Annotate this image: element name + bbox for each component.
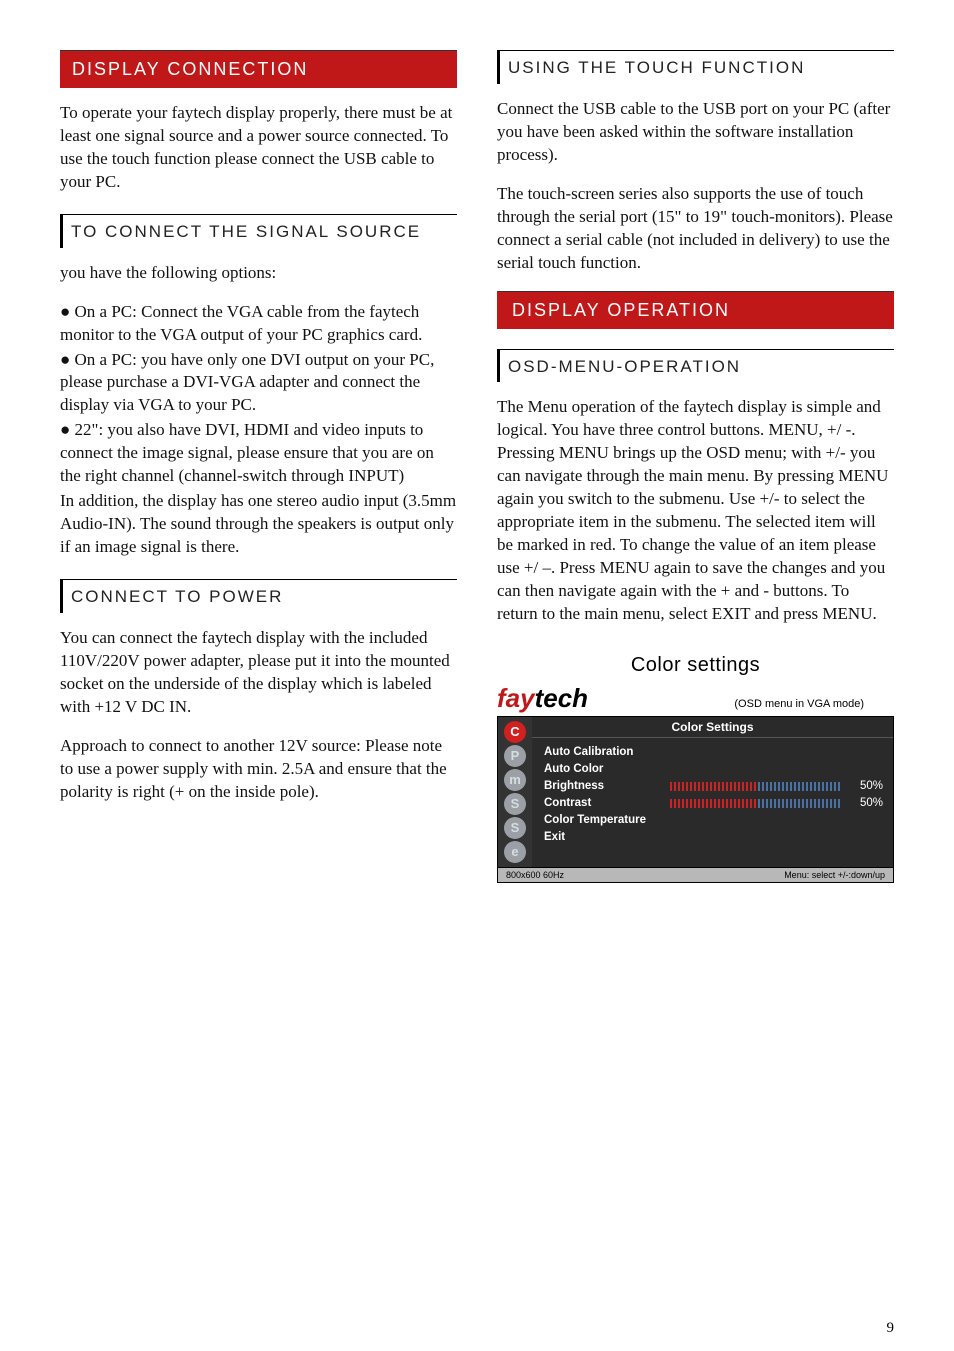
osd-item[interactable]: Color Temperature <box>544 812 883 829</box>
osd-item-label: Color Temperature <box>544 814 662 826</box>
osd-item[interactable]: Contrast 50% <box>544 795 883 812</box>
faytech-logo: faytech <box>497 683 588 714</box>
osd-caption: Color settings <box>497 654 894 677</box>
left-column: DISPLAY CONNECTION To operate your fayte… <box>60 50 457 883</box>
osd-value: 50% <box>849 797 883 809</box>
paragraph: Approach to connect to another 12V sourc… <box>60 735 457 804</box>
bullet-item: ● 22": you also have DVI, HDMI and video… <box>60 419 457 488</box>
subheading-touch-function: USING THE TOUCH FUNCTION <box>497 50 894 84</box>
section-heading-display-connection: DISPLAY CONNECTION <box>60 50 457 88</box>
osd-item-label: Auto Color <box>544 763 662 775</box>
subheading-osd-menu: OSD-MENU-OPERATION <box>497 349 894 383</box>
paragraph: To operate your faytech display properly… <box>60 102 457 194</box>
subheading-connect-power: CONNECT TO POWER <box>60 579 457 613</box>
subheading-connect-signal: TO CONNECT THE SIGNAL SOURCE <box>60 214 457 248</box>
osd-item-list: Auto CalibrationAuto ColorBrightness50%C… <box>532 738 893 854</box>
paragraph: The touch-screen series also supports th… <box>497 183 894 275</box>
paragraph: Connect the USB cable to the USB port on… <box>497 98 894 167</box>
osd-main: Color Settings Auto Calibration Auto Colo… <box>532 717 893 867</box>
osd-item[interactable]: Brightness 50% <box>544 778 883 795</box>
bullet-list: ● On a PC: Connect the VGA cable from th… <box>60 301 457 489</box>
osd-value: 50% <box>849 780 883 792</box>
osd-item-label: Brightness <box>544 780 662 792</box>
osd-item-label: Auto Calibration <box>544 746 662 758</box>
osd-mode-label: (OSD menu in VGA mode) <box>594 698 894 710</box>
osd-side-icons: CPmSSe <box>498 717 532 867</box>
paragraph: The Menu operation of the faytech displa… <box>497 396 894 625</box>
osd-footer-hint: Menu: select +/-:down/up <box>784 870 885 880</box>
bullet-item: ● On a PC: Connect the VGA cable from th… <box>60 301 457 347</box>
osd-side-icon[interactable]: P <box>504 745 526 767</box>
osd-side-icon[interactable]: e <box>504 841 526 863</box>
osd-item[interactable]: Auto Calibration <box>544 744 883 761</box>
osd-slider[interactable] <box>670 782 841 791</box>
osd-panel: CPmSSe Color Settings Auto CalibrationAu… <box>497 716 894 868</box>
paragraph: In addition, the display has one stereo … <box>60 490 457 559</box>
osd-side-icon[interactable]: S <box>504 817 526 839</box>
osd-side-icon[interactable]: C <box>504 721 526 743</box>
bullet-item: ● On a PC: you have only one DVI output … <box>60 349 457 418</box>
osd-panel-title: Color Settings <box>532 717 893 738</box>
osd-item[interactable]: Auto Color <box>544 761 883 778</box>
osd-figure: Color settings faytech (OSD menu in VGA … <box>497 654 894 883</box>
osd-item[interactable]: Exit <box>544 829 883 846</box>
page-number: 9 <box>887 1320 895 1337</box>
osd-footer-resolution: 800x600 60Hz <box>506 870 564 880</box>
paragraph: you have the following options: <box>60 262 457 285</box>
right-column: USING THE TOUCH FUNCTION Connect the USB… <box>497 50 894 883</box>
osd-slider[interactable] <box>670 799 841 808</box>
osd-side-icon[interactable]: m <box>504 769 526 791</box>
osd-footer: 800x600 60Hz Menu: select +/-:down/up <box>497 868 894 883</box>
osd-item-label: Contrast <box>544 797 662 809</box>
osd-side-icon[interactable]: S <box>504 793 526 815</box>
section-heading-display-operation: DISPLAY OPERATION <box>497 291 894 329</box>
osd-item-label: Exit <box>544 831 662 843</box>
paragraph: You can connect the faytech display with… <box>60 627 457 719</box>
